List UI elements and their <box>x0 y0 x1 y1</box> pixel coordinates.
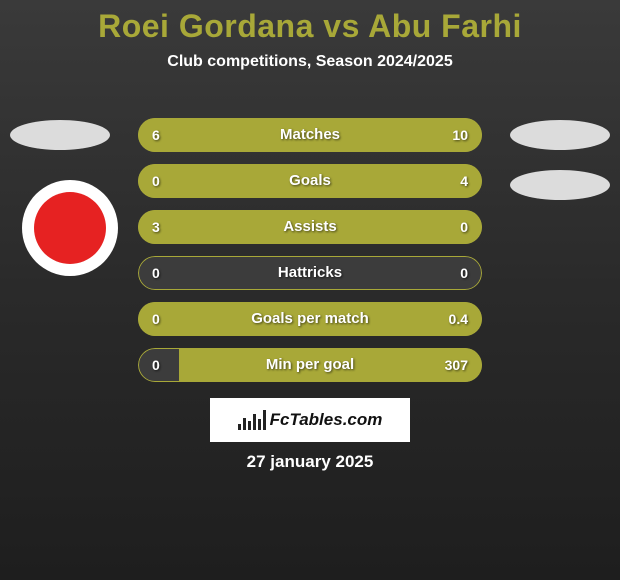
stat-label: Min per goal <box>138 348 482 382</box>
stat-row: 0Goals4 <box>138 164 482 198</box>
brand-text: FcTables.com <box>270 410 383 430</box>
stat-right-value: 0.4 <box>449 302 468 336</box>
subtitle: Club competitions, Season 2024/2025 <box>0 53 620 71</box>
stat-right-value: 307 <box>445 348 468 382</box>
stat-label: Matches <box>138 118 482 152</box>
stat-right-value: 0 <box>460 256 468 290</box>
star-icon: ★ <box>65 180 76 182</box>
club-right-placeholder <box>510 170 610 200</box>
comparison-bars: 6Matches100Goals43Assists00Hattricks00Go… <box>138 118 482 394</box>
stat-right-value: 10 <box>452 118 468 152</box>
stat-label: Goals per match <box>138 302 482 336</box>
page-title: Roei Gordana vs Abu Farhi <box>0 0 620 45</box>
player-right-placeholder <box>510 120 610 150</box>
brand-chart-icon <box>238 410 266 430</box>
stat-label: Hattricks <box>138 256 482 290</box>
club-left-inner <box>34 192 106 264</box>
date-text: 27 january 2025 <box>0 452 620 472</box>
brand-box: FcTables.com <box>210 398 410 442</box>
stat-row: 0Min per goal307 <box>138 348 482 382</box>
club-left-logo: ★ <box>22 180 118 276</box>
stat-row: 3Assists0 <box>138 210 482 244</box>
stat-label: Goals <box>138 164 482 198</box>
stat-row: 6Matches10 <box>138 118 482 152</box>
stat-row: 0Hattricks0 <box>138 256 482 290</box>
stat-right-value: 4 <box>460 164 468 198</box>
stat-row: 0Goals per match0.4 <box>138 302 482 336</box>
stat-right-value: 0 <box>460 210 468 244</box>
stat-label: Assists <box>138 210 482 244</box>
player-left-placeholder <box>10 120 110 150</box>
